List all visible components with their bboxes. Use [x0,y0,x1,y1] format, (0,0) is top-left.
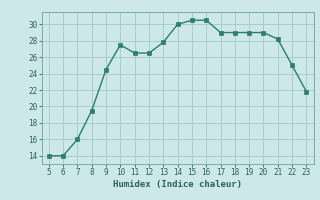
X-axis label: Humidex (Indice chaleur): Humidex (Indice chaleur) [113,180,242,189]
